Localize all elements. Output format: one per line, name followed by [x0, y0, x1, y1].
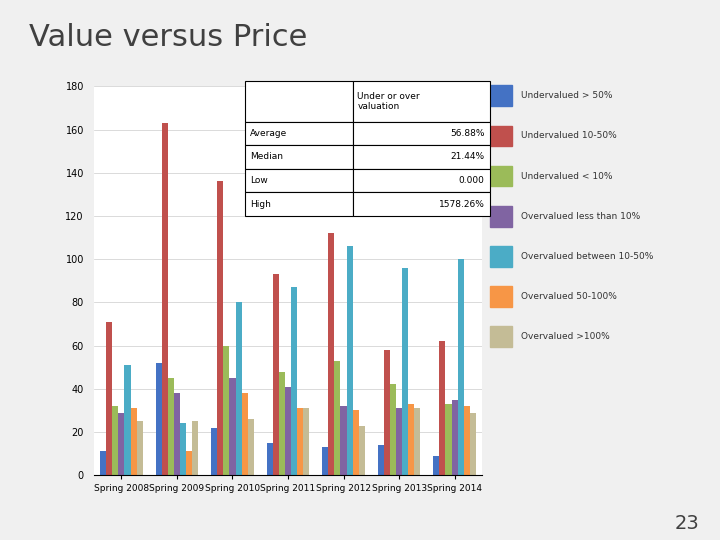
- Bar: [402, 268, 408, 475]
- Bar: [359, 426, 365, 475]
- Text: 21.44%: 21.44%: [451, 152, 485, 161]
- Bar: [106, 322, 112, 475]
- Bar: [390, 384, 396, 475]
- Bar: [353, 410, 359, 475]
- Bar: [490, 246, 512, 267]
- Bar: [211, 428, 217, 475]
- Text: Undervalued 10-50%: Undervalued 10-50%: [521, 131, 616, 140]
- FancyBboxPatch shape: [245, 81, 353, 122]
- FancyBboxPatch shape: [353, 81, 490, 122]
- Bar: [408, 404, 415, 475]
- Bar: [130, 408, 137, 475]
- Bar: [217, 181, 223, 475]
- Bar: [490, 326, 512, 347]
- Bar: [192, 421, 198, 475]
- Bar: [464, 406, 470, 475]
- Bar: [341, 406, 346, 475]
- Bar: [242, 393, 248, 475]
- Bar: [291, 287, 297, 475]
- Bar: [346, 246, 353, 475]
- Bar: [100, 451, 106, 475]
- Bar: [279, 372, 285, 475]
- Bar: [378, 445, 384, 475]
- Bar: [433, 456, 439, 475]
- Bar: [415, 408, 420, 475]
- Bar: [180, 423, 186, 475]
- Bar: [439, 341, 446, 475]
- Text: 0.000: 0.000: [459, 176, 485, 185]
- Text: Overvalued 50-100%: Overvalued 50-100%: [521, 292, 617, 301]
- Text: Overvalued less than 10%: Overvalued less than 10%: [521, 212, 640, 221]
- Text: 1578.26%: 1578.26%: [438, 200, 485, 208]
- Text: Low: Low: [250, 176, 267, 185]
- Bar: [490, 85, 512, 106]
- Text: Median: Median: [250, 152, 283, 161]
- FancyBboxPatch shape: [353, 145, 490, 168]
- Bar: [223, 346, 230, 475]
- Bar: [396, 408, 402, 475]
- FancyBboxPatch shape: [353, 192, 490, 216]
- Bar: [490, 126, 512, 146]
- Bar: [137, 421, 143, 475]
- Bar: [248, 419, 254, 475]
- Text: Undervalued < 10%: Undervalued < 10%: [521, 172, 612, 180]
- Bar: [322, 447, 328, 475]
- Bar: [446, 404, 451, 475]
- Bar: [490, 166, 512, 186]
- Bar: [174, 393, 180, 475]
- FancyBboxPatch shape: [245, 168, 353, 192]
- Bar: [162, 123, 168, 475]
- Bar: [186, 451, 192, 475]
- Bar: [458, 259, 464, 475]
- Bar: [334, 361, 341, 475]
- Bar: [328, 233, 334, 475]
- Text: Under or over
valuation: Under or over valuation: [357, 92, 420, 111]
- Text: Value versus Price: Value versus Price: [29, 23, 307, 52]
- Text: 56.88%: 56.88%: [450, 129, 485, 138]
- Text: Average: Average: [250, 129, 287, 138]
- Text: 23: 23: [675, 514, 699, 534]
- Text: Undervalued > 50%: Undervalued > 50%: [521, 91, 612, 100]
- FancyBboxPatch shape: [245, 192, 353, 216]
- Bar: [303, 408, 310, 475]
- Bar: [451, 400, 458, 475]
- Bar: [235, 302, 242, 475]
- Bar: [470, 413, 476, 475]
- Bar: [156, 363, 162, 475]
- Bar: [125, 365, 130, 475]
- FancyBboxPatch shape: [353, 122, 490, 145]
- Bar: [297, 408, 303, 475]
- Bar: [266, 443, 273, 475]
- FancyBboxPatch shape: [245, 122, 353, 145]
- Bar: [490, 206, 512, 226]
- Bar: [285, 387, 291, 475]
- Bar: [230, 378, 235, 475]
- Bar: [112, 406, 118, 475]
- Bar: [168, 378, 174, 475]
- Text: High: High: [250, 200, 271, 208]
- Bar: [490, 286, 512, 307]
- FancyBboxPatch shape: [353, 168, 490, 192]
- Bar: [384, 350, 390, 475]
- FancyBboxPatch shape: [245, 145, 353, 168]
- Bar: [273, 274, 279, 475]
- Text: Overvalued >100%: Overvalued >100%: [521, 332, 610, 341]
- Text: Overvalued between 10-50%: Overvalued between 10-50%: [521, 252, 653, 261]
- Bar: [118, 413, 125, 475]
